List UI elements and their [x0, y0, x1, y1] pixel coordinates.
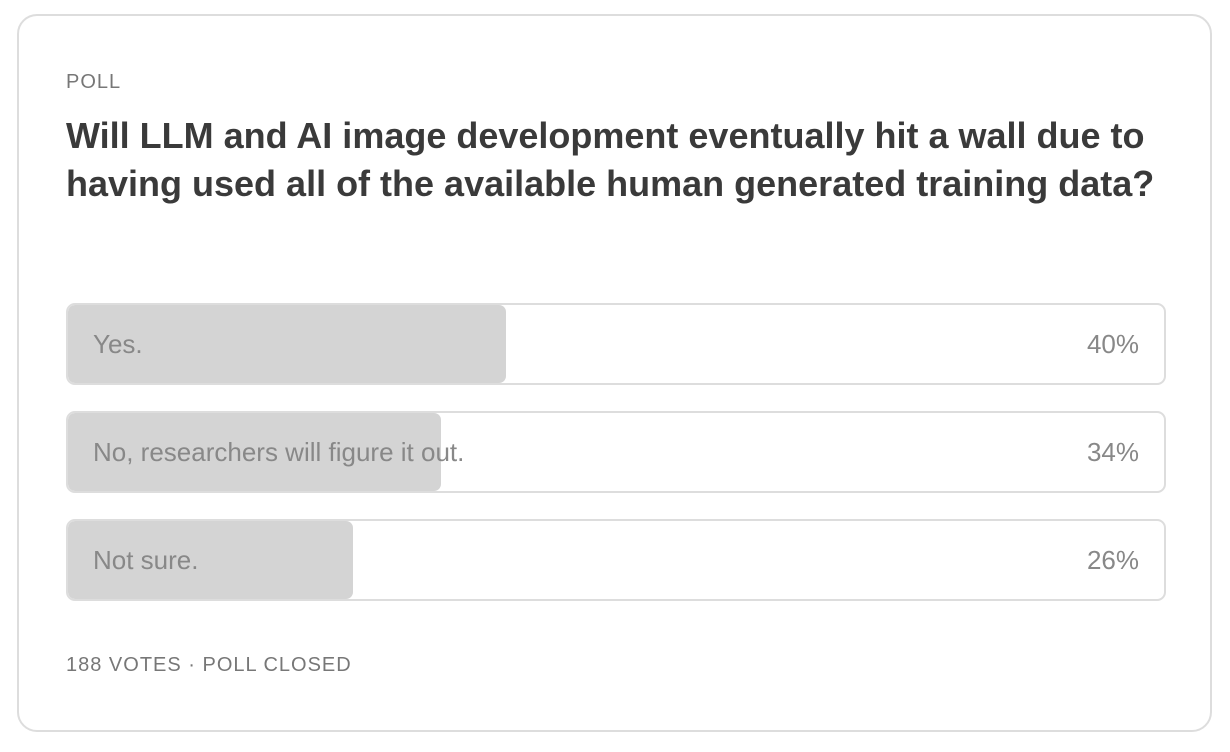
option-percent: 34% — [1086, 437, 1139, 467]
poll-options: Yes. 40% No, researchers will figure it ou… — [66, 303, 1166, 627]
poll-card — [17, 14, 1212, 732]
option-percent: 40% — [1086, 329, 1139, 359]
result-bar — [68, 305, 507, 383]
poll-question: Will LLM and AI image development eventu… — [66, 115, 1155, 204]
poll-option: Not sure. 26% — [66, 519, 1166, 601]
result-bar — [68, 413, 441, 491]
option-label: Yes. — [93, 329, 143, 359]
result-bar — [68, 521, 353, 599]
option-percent: 26% — [1086, 545, 1139, 575]
poll-kicker: POLL — [66, 71, 122, 93]
poll-option: No, researchers will figure it out. 34% — [66, 411, 1166, 493]
poll-option: Yes. 40% — [66, 303, 1166, 385]
option-label: No, researchers will figure it out. — [93, 437, 465, 467]
option-label: Not sure. — [93, 545, 199, 575]
poll-footer: 188 VOTES · POLL CLOSED — [66, 654, 352, 676]
